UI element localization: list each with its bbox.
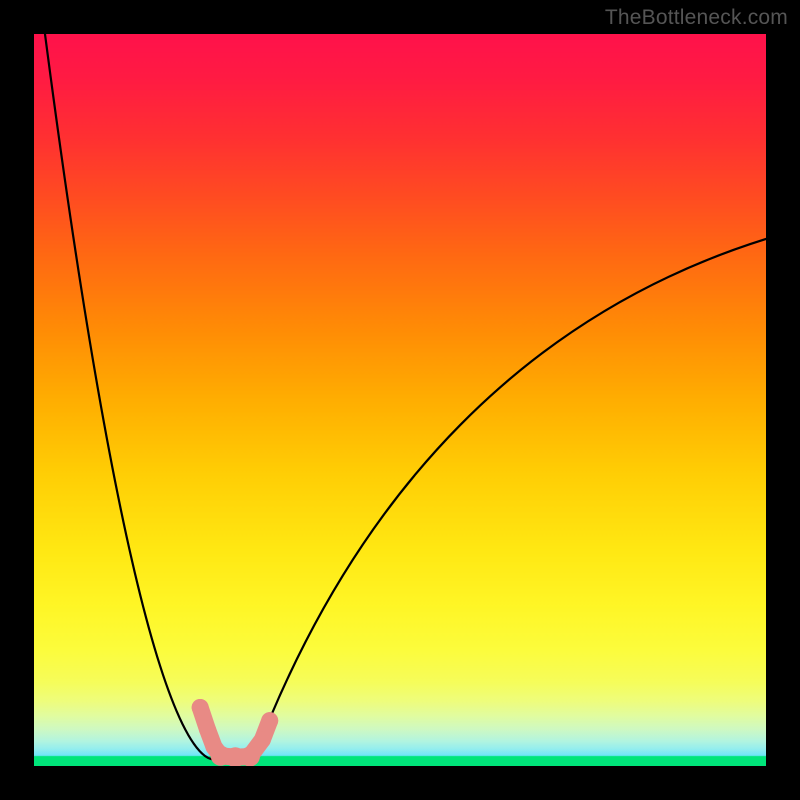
curve-left-branch (45, 34, 213, 759)
marker-dot (240, 746, 260, 766)
curve-layer (34, 34, 766, 766)
chart-stage: TheBottleneck.com (0, 0, 800, 800)
plot-area (34, 34, 766, 766)
marker-dot (199, 721, 216, 738)
curve-right-branch (254, 239, 766, 759)
marker-dot (254, 731, 271, 748)
marker-dot (192, 699, 209, 716)
watermark-text: TheBottleneck.com (605, 6, 788, 30)
marker-dot (261, 712, 278, 729)
